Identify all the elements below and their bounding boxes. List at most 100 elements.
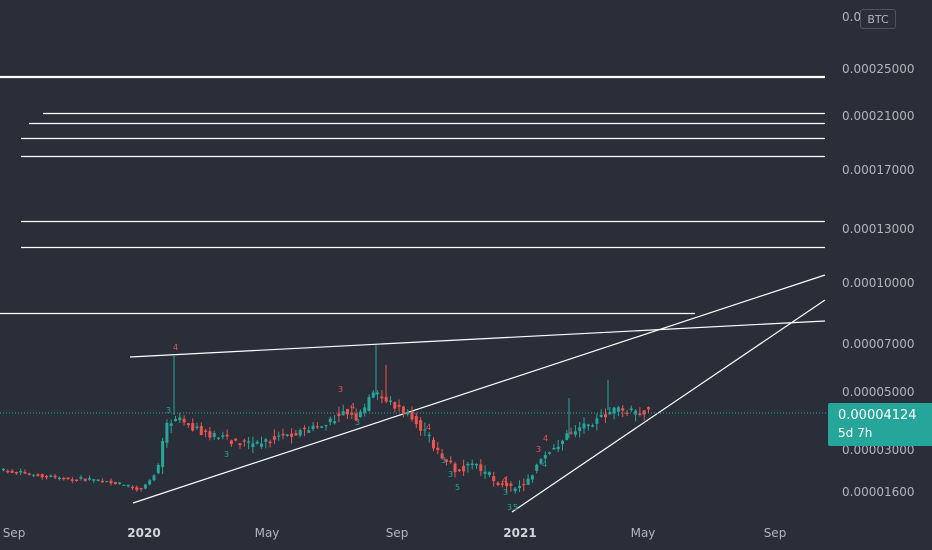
- candle-body: [122, 484, 126, 486]
- candle-body: [419, 420, 423, 431]
- candle-body: [161, 441, 165, 468]
- wave-label: 4: [173, 343, 178, 352]
- candle-body: [518, 486, 521, 489]
- candle-body: [75, 479, 79, 481]
- candle-body: [251, 443, 255, 448]
- candle-body: [453, 463, 457, 473]
- time-axis-label: May: [255, 526, 280, 540]
- candle-body: [311, 425, 315, 429]
- candle-body: [354, 413, 358, 421]
- wave-label: 4: [543, 434, 548, 443]
- candle-body: [466, 463, 470, 466]
- trend-line[interactable]: [132, 274, 826, 504]
- candle-body: [320, 426, 324, 428]
- candle-body: [561, 440, 564, 445]
- price-axis-label: 0.00013000: [842, 222, 915, 236]
- candle-body: [199, 426, 203, 436]
- candle-body: [88, 478, 91, 480]
- currency-badge[interactable]: BTC: [860, 9, 896, 29]
- candle-body: [522, 483, 526, 486]
- candle-body: [6, 470, 10, 473]
- time-axis-label: Sep: [764, 526, 787, 540]
- candle-body: [255, 441, 259, 444]
- candle-body: [118, 482, 122, 484]
- candle-body: [315, 426, 319, 428]
- candle-body: [195, 426, 199, 429]
- candle-body: [492, 476, 496, 482]
- candle-body: [535, 464, 539, 471]
- candle-body: [208, 431, 212, 438]
- candle-body: [96, 479, 100, 482]
- candle-body: [139, 488, 143, 490]
- candle-body: [92, 479, 96, 481]
- candle-body: [178, 417, 182, 421]
- candle-body: [277, 435, 281, 437]
- candle-body: [268, 441, 272, 444]
- candle-body: [36, 474, 40, 476]
- candle-body: [483, 471, 487, 474]
- wave-label: 4: [426, 423, 431, 432]
- candle-body: [526, 478, 530, 485]
- bar-countdown: 5d 7h: [838, 426, 873, 440]
- candle-body: [182, 418, 186, 423]
- candle-body: [586, 424, 590, 427]
- candle-body: [444, 459, 448, 462]
- candle-body: [380, 396, 384, 399]
- candle-body: [126, 484, 130, 487]
- candle-body: [565, 433, 569, 440]
- price-axis-label: 0.00007000: [842, 337, 915, 351]
- candle-body: [328, 418, 332, 423]
- candle-body: [612, 407, 616, 414]
- wave-label: 3: [507, 503, 512, 512]
- candle-body: [83, 478, 87, 481]
- candle-body: [479, 464, 483, 471]
- horizontal-levels: [0, 75, 825, 315]
- wave-label: 3: [355, 418, 360, 427]
- price-axis-label: 0.00025000: [842, 62, 915, 76]
- wave-label: 4: [542, 460, 547, 469]
- candle-body: [229, 440, 233, 444]
- candle-body: [53, 475, 57, 478]
- time-axis-label: Sep: [3, 526, 26, 540]
- candle-body: [449, 460, 453, 463]
- candle-body: [621, 408, 625, 411]
- candle-body: [539, 459, 543, 464]
- candle-body: [591, 425, 595, 427]
- candle-body: [272, 436, 276, 440]
- candle-body: [543, 455, 547, 459]
- candle-body: [427, 434, 431, 437]
- candle-body: [225, 434, 229, 437]
- candle-body: [234, 438, 238, 441]
- candle-body: [40, 474, 44, 478]
- candle-body: [186, 423, 190, 426]
- candle-body: [169, 423, 173, 426]
- time-axis-label: 2021: [503, 526, 536, 540]
- candle-body: [367, 397, 371, 412]
- time-axis[interactable]: Sep 2020 May Sep 2021 May Sep: [3, 526, 787, 540]
- wave-label: 3: [441, 456, 446, 465]
- candle-body: [156, 465, 160, 474]
- wave-label: 4: [502, 476, 507, 485]
- candle-body: [487, 472, 491, 475]
- candle-body: [165, 422, 169, 443]
- trend-line[interactable]: [129, 320, 826, 358]
- candle-body: [346, 409, 349, 415]
- candle-body: [436, 447, 440, 451]
- candle-body: [14, 471, 18, 474]
- candle-body: [393, 402, 397, 409]
- candle-body: [423, 429, 427, 431]
- candle-body: [152, 475, 156, 481]
- wave-label: 3: [448, 470, 453, 479]
- candle-body: [513, 488, 517, 492]
- candle-body: [23, 471, 27, 474]
- trend-line[interactable]: [511, 299, 826, 513]
- time-axis-label: May: [631, 526, 656, 540]
- candle-body: [638, 413, 642, 416]
- candle-body: [457, 469, 461, 472]
- price-axis-label: 0.00021000: [842, 109, 915, 123]
- candle-body: [595, 418, 599, 424]
- candle-body: [57, 477, 61, 480]
